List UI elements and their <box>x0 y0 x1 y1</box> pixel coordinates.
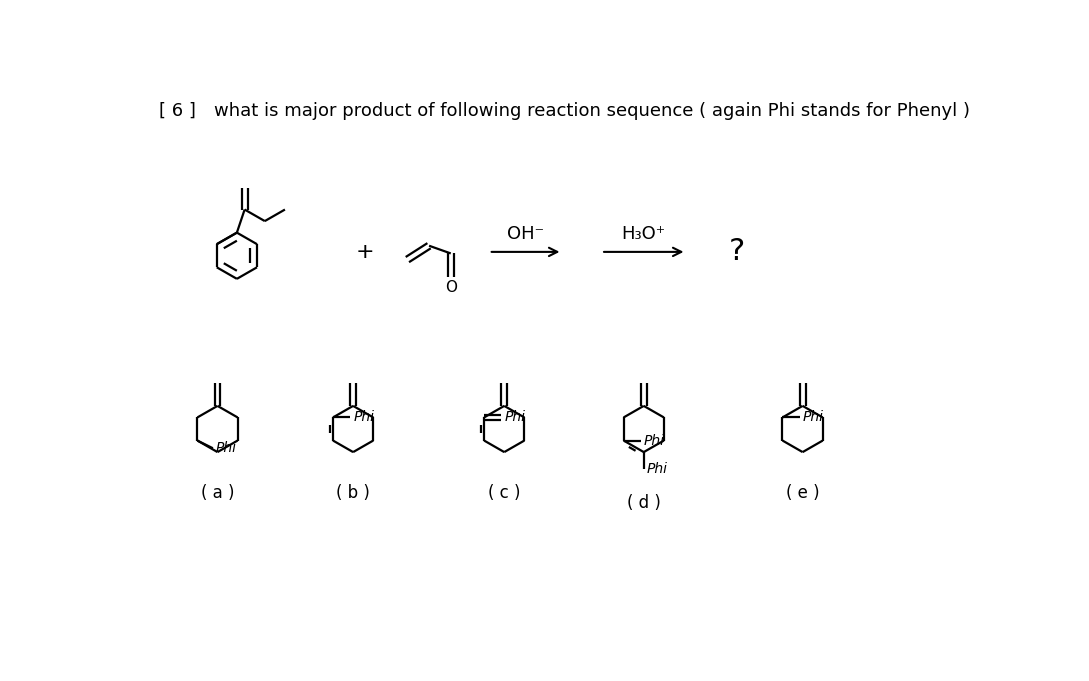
Text: ( d ): ( d ) <box>627 494 661 512</box>
Text: O: O <box>444 281 456 296</box>
Text: H₃O⁺: H₃O⁺ <box>622 225 665 242</box>
Text: Phi: Phi <box>644 434 664 447</box>
Text: Phi: Phi <box>803 411 823 424</box>
Text: OH⁻: OH⁻ <box>507 225 544 242</box>
Text: Phi: Phi <box>504 411 525 424</box>
Text: ( c ): ( c ) <box>488 484 521 503</box>
Text: [ 6 ]: [ 6 ] <box>159 101 196 120</box>
Text: ?: ? <box>729 238 745 266</box>
Text: ( a ): ( a ) <box>200 484 234 503</box>
Text: ( b ): ( b ) <box>337 484 370 503</box>
Text: Phi: Phi <box>353 411 375 424</box>
Text: Phi: Phi <box>647 462 668 476</box>
Text: +: + <box>355 242 374 262</box>
Text: ( e ): ( e ) <box>786 484 819 503</box>
Text: what is major product of following reaction sequence ( again Phi stands for Phen: what is major product of following react… <box>213 101 969 120</box>
Text: Phi: Phi <box>216 441 237 455</box>
